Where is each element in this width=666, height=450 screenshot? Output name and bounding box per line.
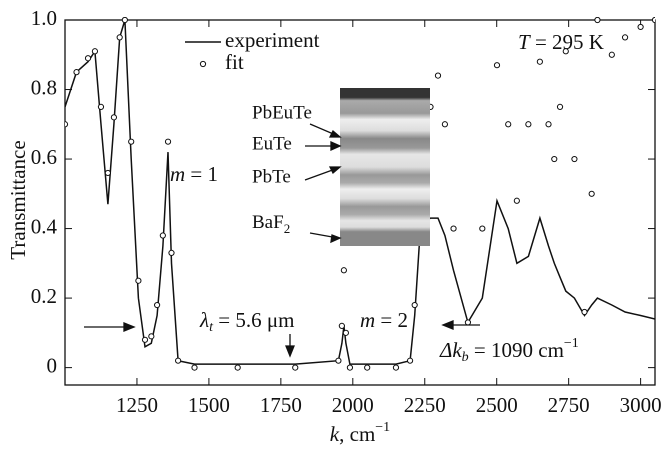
fit-point bbox=[536, 58, 543, 65]
m2-label: m = 2 bbox=[360, 308, 408, 332]
fit-point bbox=[571, 155, 578, 163]
fit-point bbox=[392, 364, 400, 371]
y-tick-label: 0.4 bbox=[31, 214, 58, 238]
fit-point bbox=[164, 138, 172, 145]
fit-point bbox=[128, 138, 135, 145]
delta-label: Δkb = 1090 cm−1 bbox=[439, 336, 579, 365]
fit-point bbox=[73, 69, 80, 76]
fit-point bbox=[581, 308, 588, 316]
lambda-label: λt = 5.6 μm bbox=[199, 308, 294, 335]
fit-point bbox=[545, 121, 552, 128]
fit-point bbox=[292, 364, 299, 371]
x-tick-label: 3000 bbox=[620, 393, 662, 417]
fit-point bbox=[340, 267, 347, 274]
fit-point bbox=[651, 17, 655, 24]
fit-point bbox=[148, 333, 155, 340]
fit-point bbox=[450, 225, 457, 232]
fit-point bbox=[493, 62, 501, 69]
fit-point bbox=[505, 121, 512, 128]
fit-point bbox=[434, 72, 442, 79]
fit-point bbox=[84, 55, 92, 62]
x-tick-label: 1250 bbox=[116, 393, 158, 417]
x-axis-label: k, cm−1 bbox=[330, 420, 390, 446]
fit-point bbox=[513, 197, 520, 204]
fit-point bbox=[479, 225, 486, 232]
legend-label: fit bbox=[225, 50, 244, 74]
fit-point bbox=[621, 34, 629, 41]
fit-point bbox=[91, 48, 99, 55]
y-tick-label: 0.6 bbox=[31, 145, 57, 169]
fit-point bbox=[346, 364, 354, 371]
fit-point bbox=[608, 51, 615, 58]
fit-point bbox=[588, 190, 595, 197]
fit-point bbox=[168, 249, 175, 257]
fit-point bbox=[234, 364, 241, 371]
fit-point bbox=[104, 169, 111, 177]
fit-point bbox=[191, 364, 198, 371]
fit-point bbox=[121, 17, 128, 24]
layer-label: PbEuTe bbox=[252, 102, 312, 123]
fit-point bbox=[411, 301, 418, 309]
fit-point bbox=[441, 121, 449, 128]
fit-point bbox=[141, 336, 149, 343]
fit-point bbox=[525, 121, 532, 128]
y-tick-label: 0.8 bbox=[31, 75, 57, 99]
y-tick-label: 1.0 bbox=[31, 6, 57, 30]
layer-label: PbTe bbox=[252, 166, 291, 187]
legend-label: experiment bbox=[225, 28, 320, 52]
fit-point bbox=[175, 357, 182, 364]
fit-point bbox=[342, 329, 349, 336]
x-tick-label: 2750 bbox=[548, 393, 590, 417]
fit-point bbox=[159, 232, 166, 239]
fit-point bbox=[65, 121, 69, 128]
temperature-label: T = 295 K bbox=[518, 30, 604, 54]
y-tick-label: 0.2 bbox=[31, 284, 57, 308]
layer-label: EuTe bbox=[252, 133, 292, 154]
layer-label: BaF2 bbox=[252, 212, 290, 236]
y-tick-label: 0 bbox=[47, 353, 58, 377]
fit-point bbox=[110, 114, 118, 121]
fit-point bbox=[556, 103, 564, 111]
inset-image bbox=[340, 88, 430, 246]
x-tick-label: 1750 bbox=[260, 393, 302, 417]
fit-point bbox=[594, 17, 601, 24]
layer-arrows bbox=[84, 123, 480, 358]
fit-point bbox=[637, 23, 644, 31]
x-tick-label: 1500 bbox=[188, 393, 230, 417]
y-axis-label: Transmittance bbox=[6, 140, 30, 259]
fit-point bbox=[562, 48, 569, 55]
x-tick-label: 2500 bbox=[476, 393, 518, 417]
m1-label: m = 1 bbox=[170, 162, 218, 186]
fit-point bbox=[406, 357, 414, 364]
fit-point bbox=[338, 322, 345, 330]
legend-marker bbox=[199, 60, 207, 68]
fit-point bbox=[153, 301, 161, 309]
x-tick-label: 2000 bbox=[332, 393, 374, 417]
fit-point bbox=[551, 155, 558, 163]
fit-point bbox=[364, 364, 371, 371]
fit-point bbox=[464, 319, 472, 326]
fit-point bbox=[116, 34, 123, 41]
experiment-line bbox=[65, 19, 655, 365]
fit-point bbox=[135, 277, 142, 284]
fit-point bbox=[335, 357, 342, 364]
x-tick-label: 2250 bbox=[404, 393, 446, 417]
plot-frame bbox=[64, 19, 656, 386]
fit-point bbox=[97, 103, 105, 111]
